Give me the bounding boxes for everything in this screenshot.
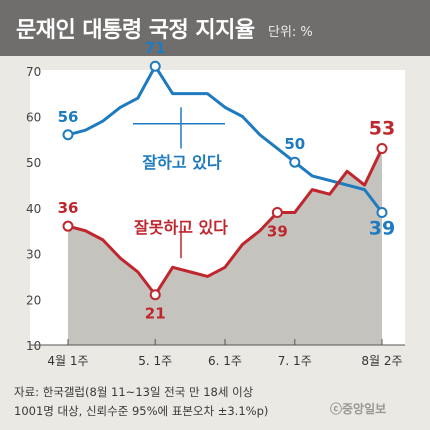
- data-point-marker: [62, 220, 74, 232]
- data-label: 71: [145, 39, 166, 57]
- source-line-2: 1001명 대상, 신뢰수준 95%에 표본오차 ±3.1%p): [14, 404, 269, 418]
- data-point-marker: [376, 142, 388, 154]
- x-tick-label: 7. 1주: [278, 354, 312, 368]
- y-tick-label: 10: [26, 339, 41, 353]
- data-label: 39: [267, 222, 288, 240]
- x-tick-label: 4월 1주: [47, 354, 88, 368]
- publisher-logo: ⓒ중앙일보: [330, 402, 387, 416]
- y-tick-label: 60: [26, 111, 41, 125]
- data-label: 50: [284, 135, 305, 153]
- series-label-disapproval: 잘못하고 있다: [134, 218, 228, 237]
- data-point-marker: [62, 129, 74, 141]
- data-point-marker: [149, 60, 161, 72]
- disapproval-area: [68, 148, 382, 345]
- y-tick-label: 30: [26, 248, 41, 262]
- data-label: 39: [369, 217, 395, 239]
- unit-label: 단위: %: [268, 25, 313, 40]
- x-tick-label: 6. 1주: [208, 354, 242, 368]
- data-label: 36: [58, 199, 79, 217]
- data-label: 56: [58, 108, 79, 126]
- data-point-marker: [289, 156, 301, 168]
- data-point-marker: [271, 206, 283, 218]
- data-point-marker: [149, 289, 161, 301]
- data-label: 21: [145, 305, 166, 323]
- series-label-approval: 잘하고 있다: [142, 153, 221, 172]
- approval-line: [67, 64, 384, 214]
- y-tick-label: 20: [26, 293, 41, 307]
- y-tick-label: 40: [26, 202, 41, 216]
- header-bar: 문재인 대통령 국정 지지율 단위: %: [0, 0, 430, 56]
- x-tick-label: 5. 1주: [138, 354, 172, 368]
- y-tick-label: 70: [26, 65, 41, 79]
- disapproval-line: [67, 147, 384, 297]
- source-note: 자료: 한국갤럽(8월 11~13일 전국 만 18세 이상 1001명 대상,…: [14, 383, 268, 421]
- chart-title: 문재인 대통령 국정 지지율: [16, 18, 255, 43]
- x-tick-label: 8월 2주: [361, 354, 402, 368]
- data-point-marker: [376, 206, 388, 218]
- data-label: 53: [369, 117, 395, 139]
- y-tick-label: 50: [26, 156, 41, 170]
- source-line-1: 자료: 한국갤럽(8월 11~13일 전국 만 18세 이상: [14, 385, 254, 399]
